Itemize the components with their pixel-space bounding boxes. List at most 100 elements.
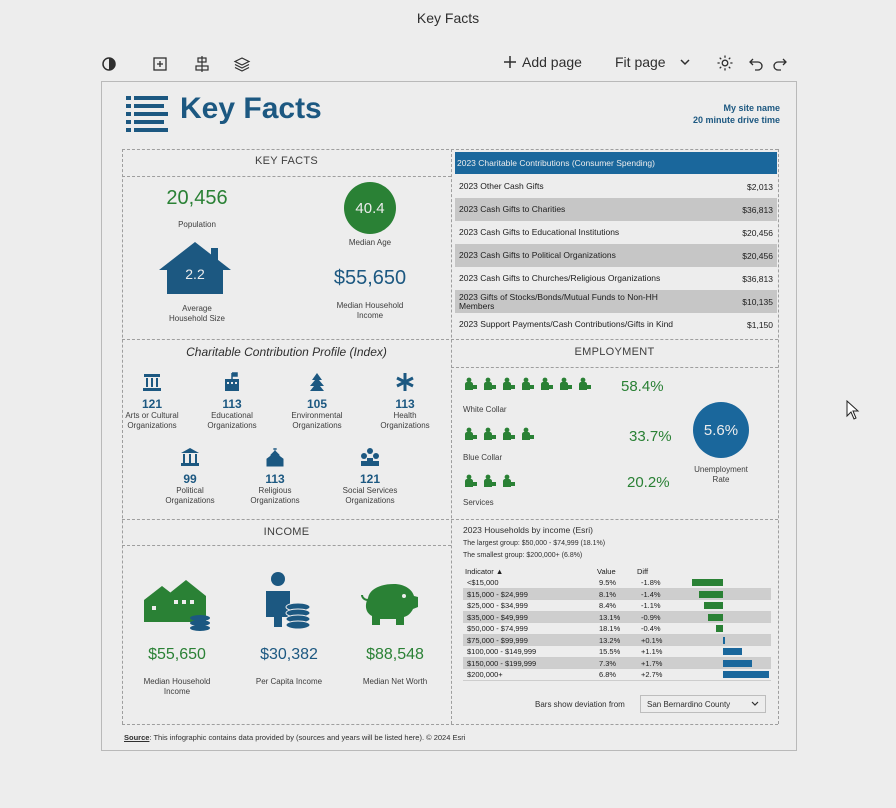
window-title: Key Facts (416, 10, 480, 26)
government-icon (181, 448, 199, 466)
per-capita-value: $30,382 (260, 646, 318, 663)
services-label: Services (463, 498, 494, 507)
row-diff: -0.9% (641, 612, 661, 622)
profile-item-label-2: Organizations (207, 421, 257, 430)
deviation-label: Bars show deviation from (535, 700, 625, 709)
columns-icon (143, 374, 161, 391)
plus-icon (504, 56, 516, 68)
divider (122, 339, 778, 340)
unemployment-badge: 5.6% (693, 402, 749, 458)
row-value: 9.5% (599, 578, 617, 587)
profile-item-label-2: Organizations (380, 421, 430, 430)
table-row: $100,000 - $149,999 15.5% +1.1% (463, 646, 771, 658)
layers-button[interactable] (231, 53, 253, 75)
house-icon (157, 240, 233, 300)
row-value: 18.1% (599, 624, 621, 633)
row-diff: -1.8% (641, 578, 661, 587)
profile-item-label-2: Organizations (250, 496, 300, 505)
school-icon (225, 372, 239, 391)
col-diff[interactable]: Diff (637, 567, 649, 576)
table-row: $200,000+ 6.8% +2.7% (463, 669, 771, 681)
row-value: 6.8% (599, 670, 617, 679)
source-label[interactable]: Source (124, 733, 150, 742)
median-income-label-2: Income (356, 311, 384, 320)
blue-collar-worker-icon (503, 427, 515, 440)
household-size-label-1: Average (182, 304, 212, 313)
income-median-household-value: $55,650 (148, 646, 206, 663)
row-indicator: $150,000 - $199,999 (467, 658, 537, 668)
contribution-row: 2023 Gifts of Stocks/Bonds/Mutual Funds … (455, 290, 777, 313)
contribution-value: $20,456 (742, 227, 773, 238)
profile-item-label-2: Organizations (165, 496, 215, 505)
contribution-value: $1,150 (747, 319, 773, 330)
settings-button[interactable] (714, 52, 736, 74)
person-coins-icon (260, 571, 312, 636)
contribution-label: 2023 Cash Gifts to Educational Instituti… (459, 227, 620, 237)
unemployment-label: Unemployment Rate (682, 465, 760, 485)
profile-item-label-1: Environmental (291, 411, 343, 420)
contribution-value: $36,813 (742, 273, 773, 284)
col-indicator[interactable]: Indicator ▲ (465, 567, 504, 576)
income-median-household-label: Median Household Income (130, 677, 224, 697)
infographic-page[interactable]: Key Facts My site name 20 minute drive t… (101, 81, 797, 751)
profile-item: 121 Arts or Cultural Organizations (112, 372, 192, 431)
median-income-label-1: Median Household (336, 301, 404, 310)
white-collar-worker-icon (541, 377, 553, 390)
population-label: Population (178, 220, 216, 229)
divider (122, 149, 778, 150)
profile-item: 121 Social Services Organizations (330, 447, 410, 506)
households-table: <$15,000 9.5% -1.8% $15,000 - $24,999 8.1% -1… (463, 577, 771, 681)
add-element-button[interactable] (149, 53, 171, 75)
income-title: INCOME (263, 526, 310, 538)
undo-button[interactable] (745, 53, 767, 75)
row-diff: -0.4% (641, 624, 661, 633)
add-page-button[interactable]: Add page (503, 54, 582, 70)
profile-item: 113 Health Organizations (365, 372, 445, 431)
table-row: $35,000 - $49,999 13.1% -0.9% (463, 611, 771, 623)
row-indicator: $200,000+ (467, 670, 503, 679)
align-icon (195, 56, 209, 72)
deviation-bar (716, 625, 723, 632)
profile-item-value: 99 (183, 472, 197, 486)
row-indicator: $25,000 - $34,999 (467, 601, 528, 610)
contribution-label: 2023 Cash Gifts to Political Organizatio… (459, 250, 616, 260)
deviation-bar (692, 579, 723, 586)
household-size-label: Average Household Size (152, 304, 242, 324)
median-age-label: Median Age (348, 238, 392, 247)
row-value: 13.1% (599, 612, 621, 622)
chevron-down-icon (680, 59, 690, 66)
household-size-label-2: Household Size (168, 314, 226, 323)
deviation-bar (723, 648, 742, 655)
unemployment-label-1: Unemployment (694, 465, 748, 474)
households-smallest: The smallest group: $200,000+ (6.8%) (463, 552, 583, 559)
services-icons (464, 474, 516, 488)
align-button[interactable] (191, 53, 213, 75)
profile-item-value: 113 (395, 397, 415, 411)
person-coins-icon (266, 572, 311, 630)
col-value[interactable]: Value (597, 567, 616, 576)
profile-item-label-2: Organizations (345, 496, 395, 505)
fit-page-dropdown[interactable]: Fit page (615, 54, 690, 70)
deviation-select[interactable]: San Bernardino County (640, 695, 766, 713)
divider (122, 519, 778, 520)
gear-icon (717, 55, 733, 71)
fit-page-label: Fit page (615, 54, 666, 70)
redo-button[interactable] (769, 53, 791, 75)
piggy-bank-icon (360, 580, 418, 631)
table-row: <$15,000 9.5% -1.8% (463, 577, 771, 589)
net-worth-label: Median Net Worth (362, 677, 428, 686)
source-text: : This infographic contains data provide… (149, 733, 466, 742)
profile-item: 105 Environmental Organizations (277, 372, 357, 431)
blue-collar-worker-icon (465, 427, 477, 440)
contribution-label: 2023 Other Cash Gifts (459, 181, 544, 191)
deviation-bar (699, 590, 723, 598)
profile-item-label-1: Health (393, 411, 417, 420)
people-icon (361, 448, 379, 466)
row-diff: -1.1% (641, 601, 661, 610)
profile-item-label-1: Political (176, 486, 204, 495)
houses-icon (144, 580, 210, 631)
row-indicator: $50,000 - $74,999 (467, 624, 528, 633)
theme-toggle-button[interactable] (98, 53, 120, 75)
profile-item: 113 Educational Organizations (192, 372, 272, 431)
services-worker-icon (484, 474, 496, 487)
